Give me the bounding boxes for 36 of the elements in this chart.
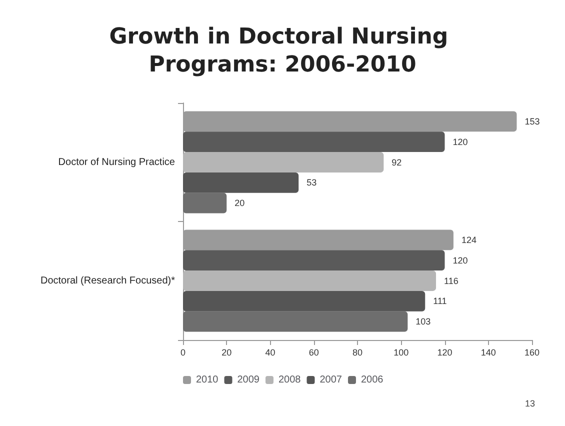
legend-label: 2010 [196,374,219,386]
data-label: 92 [392,157,402,168]
data-label: 120 [452,136,468,147]
data-label: 20 [234,198,245,208]
data-label: 53 [306,178,317,188]
x-tick-label: 120 [437,348,452,358]
x-tick-label: 20 [222,348,232,358]
x-tick-label: 100 [394,348,409,358]
x-tick-label: 80 [352,348,363,358]
y-tick-label: Doctoral (Research Focused)* [40,275,176,286]
x-tick-label: 60 [308,348,319,358]
bar [183,290,426,312]
data-label: 116 [444,276,458,286]
legend-label: 2009 [237,374,260,386]
data-label: 111 [433,296,447,306]
bar [183,152,384,172]
data-label: 153 [524,116,540,126]
bar [183,172,299,193]
text: 13 [524,398,536,408]
bar [183,270,436,291]
bar [183,132,445,152]
chart-title: Growth in Doctoral Nursing Programs: 2006-2010 [109,24,456,78]
bar [183,250,445,271]
bar [183,192,227,214]
x-tick-label: 40 [265,348,276,358]
data-label: 103 [416,316,431,327]
bar [183,311,408,332]
legend-label: 2007 [320,374,342,386]
legend-label: 2008 [278,374,302,386]
x-tick-label: 0 [180,348,186,358]
x-tick-label: 160 [524,348,540,358]
legend-label: 2006 [360,374,384,386]
x-tick-label: 140 [480,348,496,358]
data-label: 124 [461,234,477,245]
y-tick-label: Doctor of Nursing Practice [58,156,176,168]
data-label: 120 [452,255,468,266]
